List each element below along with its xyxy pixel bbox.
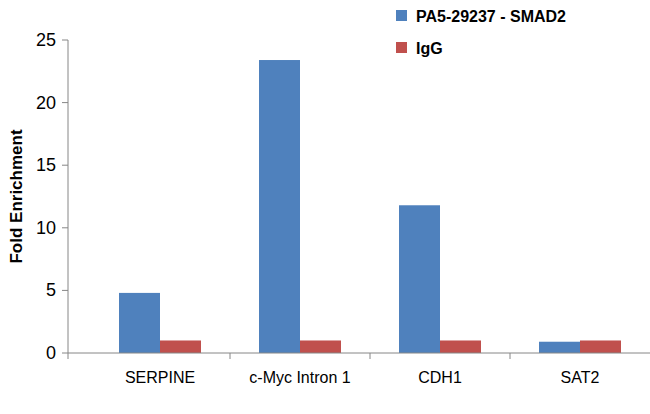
bar	[259, 60, 300, 353]
legend-swatch	[396, 10, 407, 21]
x-axis	[68, 353, 650, 354]
y-tick-label: 25	[36, 30, 56, 50]
x-tick-label: CDH1	[418, 369, 462, 386]
x-tick-label: SERPINE	[125, 369, 195, 386]
bar	[399, 205, 440, 353]
x-tick	[370, 353, 371, 359]
y-tick-label: 0	[46, 343, 56, 363]
y-tick	[62, 102, 68, 103]
bar	[440, 340, 481, 353]
bar	[119, 293, 160, 353]
bars	[119, 60, 621, 353]
chart: 0 5 10 15 20 25 Fold Enrichment SERPINE c-Myc In…	[0, 0, 650, 414]
bar	[300, 340, 341, 353]
y-tick	[62, 165, 68, 166]
y-tick-label: 15	[36, 155, 56, 175]
y-axis-title: Fold Enrichment	[7, 129, 26, 263]
y-tick	[62, 290, 68, 291]
legend-label: IgG	[416, 40, 443, 57]
legend-label: PA5-29237 - SMAD2	[416, 8, 566, 25]
x-tick	[68, 353, 69, 359]
y-tick	[62, 40, 68, 41]
x-tick	[230, 353, 231, 359]
y-axis	[68, 40, 69, 353]
bar	[539, 342, 580, 353]
x-tick-label: SAT2	[561, 369, 600, 386]
x-tick	[510, 353, 511, 359]
legend-swatch	[396, 42, 407, 53]
bar	[580, 340, 621, 353]
bar	[160, 340, 201, 353]
y-tick-label: 20	[36, 93, 56, 113]
x-tick-label: c-Myc Intron 1	[249, 369, 350, 386]
y-tick-label: 10	[36, 218, 56, 238]
y-tick-label: 5	[46, 280, 56, 300]
y-tick	[62, 353, 68, 354]
y-tick	[62, 227, 68, 228]
